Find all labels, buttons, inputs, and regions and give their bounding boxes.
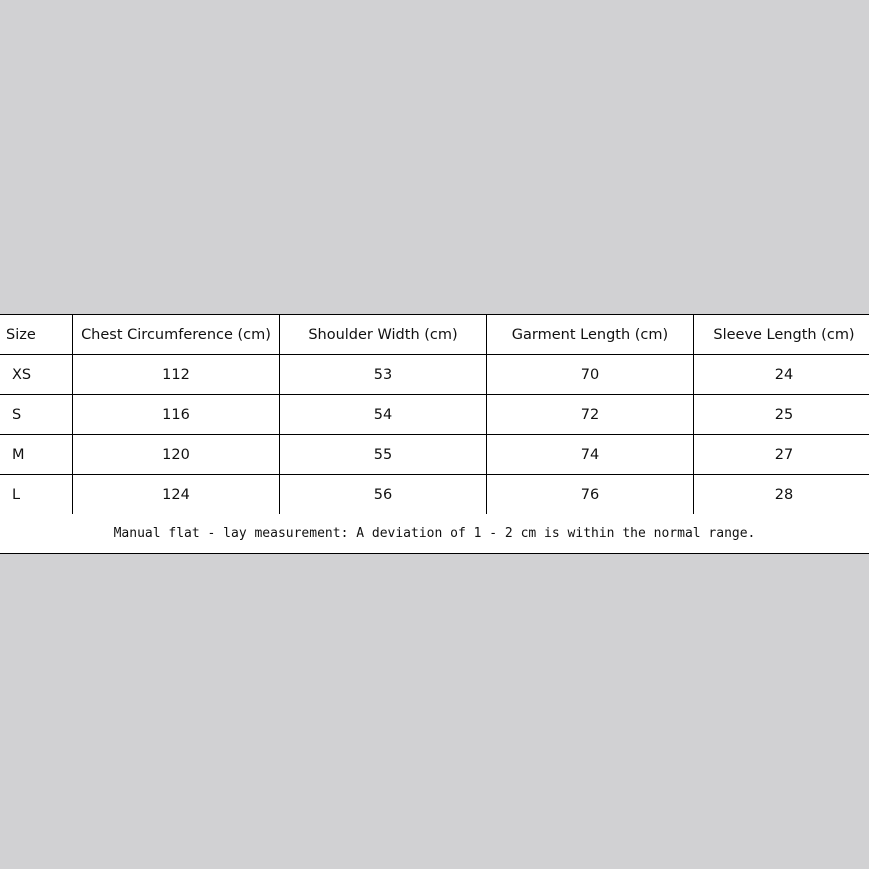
value-cell: 72 (487, 395, 694, 434)
header-cell: Chest Circumference (cm) (73, 315, 280, 354)
value-cell: 55 (280, 435, 487, 474)
header-cell: Shoulder Width (cm) (280, 315, 487, 354)
value-cell: 27 (774, 446, 794, 463)
table-row: S 116 54 72 25 (0, 395, 869, 435)
value-cell: 124 (73, 475, 280, 514)
note-row: Manual flat - lay measurement: A deviati… (0, 514, 869, 553)
size-cell: XS (0, 355, 73, 394)
value-cell: 74 (487, 435, 694, 474)
value-cell: 112 (73, 355, 280, 394)
header-cell: Size (0, 315, 73, 354)
value-cell: 76 (487, 475, 694, 514)
value-cell: 120 (73, 435, 280, 474)
table-header-row: Size Chest Circumference (cm) Shoulder W… (0, 315, 869, 355)
header-cell: Sleeve Length (cm) (713, 326, 855, 343)
size-cell: M (0, 435, 73, 474)
value-cell: 116 (73, 395, 280, 434)
measurement-note: Manual flat - lay measurement: A deviati… (113, 526, 756, 541)
value-cell: 28 (774, 486, 794, 503)
value-cell: 24 (774, 366, 794, 383)
table-row: XS 112 53 70 24 (0, 355, 869, 395)
size-cell: S (0, 395, 73, 434)
value-cell: 70 (487, 355, 694, 394)
size-chart-table: Size Chest Circumference (cm) Shoulder W… (0, 314, 869, 554)
table-row: L 124 56 76 28 (0, 475, 869, 514)
table-row: M 120 55 74 27 (0, 435, 869, 475)
value-cell: 53 (280, 355, 487, 394)
value-cell: 54 (280, 395, 487, 434)
value-cell: 56 (280, 475, 487, 514)
size-cell: L (0, 475, 73, 514)
header-cell: Garment Length (cm) (487, 315, 694, 354)
value-cell: 25 (774, 406, 794, 423)
